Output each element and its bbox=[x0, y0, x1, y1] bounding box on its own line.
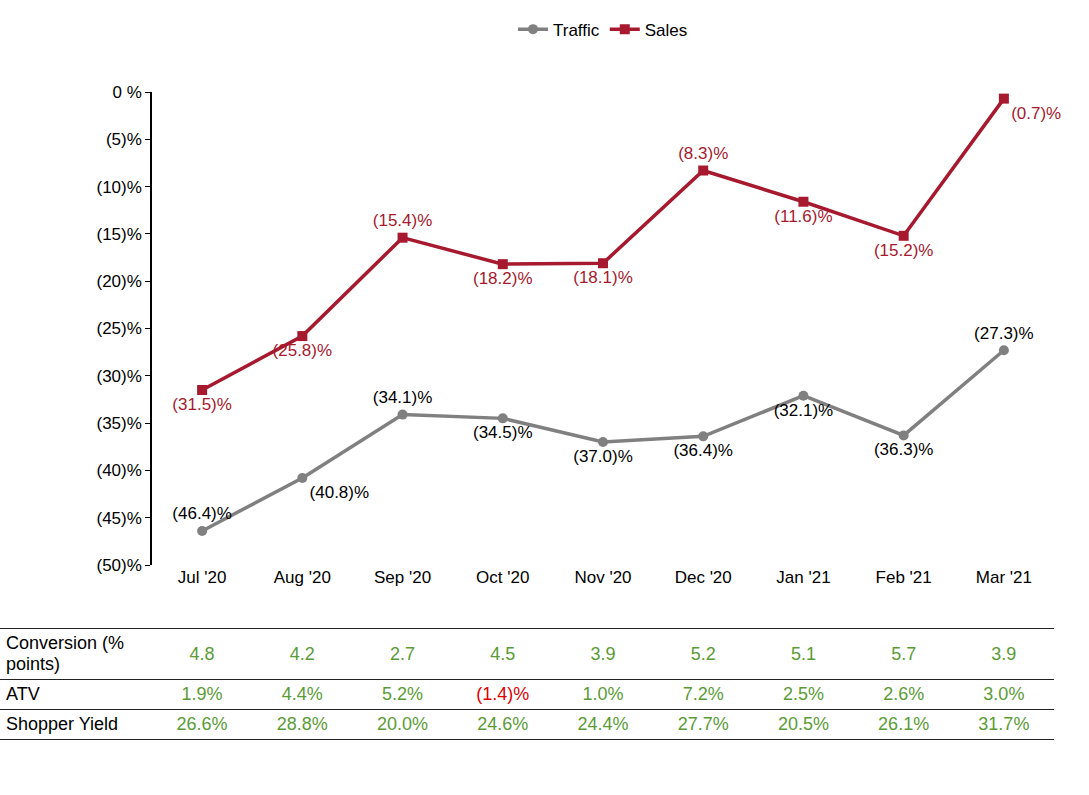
html-text:24.4%: 24.4% bbox=[577, 714, 629, 734]
html-text:5.2%: 5.2% bbox=[382, 684, 424, 704]
svg-text:(50)%: (50)% bbox=[96, 556, 141, 575]
html-text:27.7%: 27.7% bbox=[677, 714, 729, 734]
svg-text:Aug '20: Aug '20 bbox=[274, 568, 331, 587]
svg-text:Feb '21: Feb '21 bbox=[876, 568, 932, 587]
svg-text:Jul '20: Jul '20 bbox=[178, 568, 227, 587]
svg-text:(32.1)%: (32.1)% bbox=[774, 401, 834, 420]
html-text:3.9: 3.9 bbox=[590, 643, 616, 664]
svg-text:Sep '20: Sep '20 bbox=[374, 568, 431, 587]
html-text:(1.4)%: (1.4)% bbox=[476, 684, 530, 704]
html-text:7.2%: 7.2% bbox=[682, 684, 724, 704]
html-text:3.0%: 3.0% bbox=[983, 684, 1025, 704]
html-text:26.1%: 26.1% bbox=[878, 714, 930, 734]
svg-text:(5)%: (5)% bbox=[106, 130, 142, 149]
svg-text:(36.4)%: (36.4)% bbox=[673, 441, 733, 460]
svg-text:Mar '21: Mar '21 bbox=[976, 568, 1032, 587]
html-text:31.7%: 31.7% bbox=[978, 714, 1030, 734]
svg-text:(20)%: (20)% bbox=[96, 272, 141, 291]
svg-text:(34.1)%: (34.1)% bbox=[373, 388, 433, 407]
svg-text:(0.7)%: (0.7)% bbox=[1011, 104, 1061, 123]
svg-text:(25.8)%: (25.8)% bbox=[273, 341, 333, 360]
html-text:2.5%: 2.5% bbox=[782, 684, 824, 704]
html-text:3.9: 3.9 bbox=[991, 643, 1017, 664]
svg-text:(8.3)%: (8.3)% bbox=[678, 144, 728, 163]
html-text:ATV: ATV bbox=[6, 684, 40, 704]
html-text:4.4%: 4.4% bbox=[281, 684, 323, 704]
html-text:26.6%: 26.6% bbox=[176, 714, 228, 734]
html-text:20.0%: 20.0% bbox=[377, 714, 429, 734]
svg-text:(18.2)%: (18.2)% bbox=[473, 269, 533, 288]
html-text:4.5: 4.5 bbox=[490, 643, 516, 664]
svg-text:(35)%: (35)% bbox=[96, 414, 141, 433]
html-text:Shopper Yield: Shopper Yield bbox=[6, 714, 119, 734]
svg-text:(10)%: (10)% bbox=[96, 178, 141, 197]
svg-text:(37.0)%: (37.0)% bbox=[573, 447, 633, 466]
html-text:2.7: 2.7 bbox=[390, 643, 416, 664]
html-text:Conversion (% points): Conversion (% points) bbox=[6, 633, 124, 674]
svg-text:(46.4)%: (46.4)% bbox=[172, 504, 232, 523]
html-text:28.8%: 28.8% bbox=[276, 714, 328, 734]
svg-text:(18.1)%: (18.1)% bbox=[573, 268, 633, 287]
svg-text:0 %: 0 % bbox=[113, 83, 142, 102]
svg-text:(31.5)%: (31.5)% bbox=[172, 395, 232, 414]
svg-text:(40.8)%: (40.8)% bbox=[310, 483, 370, 502]
svg-text:Traffic: Traffic bbox=[553, 21, 600, 40]
svg-text:(30)%: (30)% bbox=[96, 367, 141, 386]
svg-text:(40)%: (40)% bbox=[96, 461, 141, 480]
svg-text:(34.5)%: (34.5)% bbox=[473, 423, 533, 442]
html-text:5.7: 5.7 bbox=[891, 643, 917, 664]
html-text:24.6%: 24.6% bbox=[477, 714, 529, 734]
html-text:5.1: 5.1 bbox=[790, 643, 816, 664]
svg-text:(27.3)%: (27.3)% bbox=[974, 324, 1034, 343]
html-text:4.8: 4.8 bbox=[189, 643, 215, 664]
html-text:1.0%: 1.0% bbox=[582, 684, 624, 704]
svg-text:Dec '20: Dec '20 bbox=[675, 568, 732, 587]
html-text:2.6%: 2.6% bbox=[883, 684, 925, 704]
svg-text:(15.4)%: (15.4)% bbox=[373, 211, 433, 230]
html-text:1.9%: 1.9% bbox=[181, 684, 223, 704]
svg-text:(25)%: (25)% bbox=[96, 319, 141, 338]
svg-text:(15)%: (15)% bbox=[96, 225, 141, 244]
svg-text:(15.2)%: (15.2)% bbox=[874, 241, 934, 260]
svg-text:Nov '20: Nov '20 bbox=[574, 568, 631, 587]
html-text:4.2: 4.2 bbox=[289, 643, 315, 664]
svg-text:(11.6)%: (11.6)% bbox=[774, 207, 832, 226]
html-text:20.5%: 20.5% bbox=[777, 714, 829, 734]
svg-text:Oct '20: Oct '20 bbox=[476, 568, 529, 587]
svg-text:(36.3)%: (36.3)% bbox=[874, 440, 934, 459]
svg-text:(45)%: (45)% bbox=[96, 509, 141, 528]
html-text:5.2: 5.2 bbox=[690, 643, 716, 664]
svg-text:Jan '21: Jan '21 bbox=[776, 568, 830, 587]
svg-text:Sales: Sales bbox=[645, 21, 688, 40]
